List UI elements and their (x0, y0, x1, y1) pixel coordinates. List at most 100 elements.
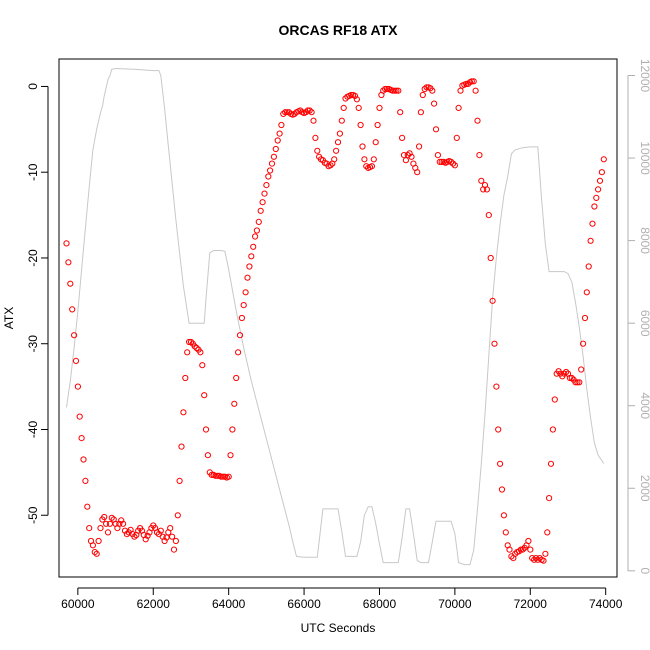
data-point (515, 548, 523, 555)
x-axis-title: UTC Seconds (301, 621, 376, 635)
data-point (359, 143, 366, 150)
data-point (63, 240, 70, 247)
data-point (395, 87, 402, 94)
data-point (103, 520, 110, 527)
data-point (531, 556, 538, 563)
data-point (370, 156, 377, 163)
data-point (214, 472, 221, 479)
data-point (86, 525, 93, 532)
data-point (242, 289, 249, 296)
data-point (257, 207, 264, 214)
data-point (72, 357, 80, 364)
data-point (561, 370, 568, 377)
data-point (376, 104, 383, 112)
data-point (208, 471, 215, 478)
data-point (547, 460, 555, 467)
data-point (576, 379, 583, 386)
data-point (238, 314, 245, 322)
x-tick-label: 72000 (514, 597, 548, 611)
data-point (308, 109, 315, 116)
data-point (340, 104, 347, 112)
data-point (600, 156, 607, 163)
data-point (393, 87, 400, 94)
data-point (167, 525, 174, 532)
data-point (585, 263, 592, 270)
data-point (187, 338, 195, 346)
data-point (542, 550, 549, 557)
data-point (91, 549, 98, 556)
data-point (144, 532, 151, 539)
data-point (448, 158, 455, 165)
data-point (67, 280, 74, 287)
data-point (101, 513, 108, 521)
data-point (453, 134, 460, 141)
data-point (468, 78, 475, 85)
data-point (470, 78, 477, 85)
data-point (432, 126, 440, 133)
data-point (197, 349, 204, 356)
data-point (252, 233, 259, 240)
x-tick-label: 64000 (212, 597, 246, 611)
plot-frame (58, 58, 618, 578)
data-point (551, 396, 558, 403)
y-axis-label: ATX (2, 307, 16, 329)
data-point (527, 546, 534, 553)
data-point (580, 340, 587, 347)
y2-tick-label: 10000 (638, 141, 650, 175)
data-point (282, 109, 289, 116)
data-point (391, 87, 398, 94)
data-point (95, 537, 102, 545)
data-point (89, 542, 97, 549)
data-point (233, 374, 240, 382)
data-point (118, 517, 125, 524)
data-point (120, 520, 127, 527)
y-tick-label: -20 (26, 249, 40, 267)
data-point (457, 87, 464, 94)
data-point (397, 109, 404, 116)
data-point (408, 153, 415, 160)
data-point (596, 177, 604, 184)
data-point (572, 379, 579, 386)
data-point (76, 413, 83, 420)
data-point (429, 87, 436, 94)
y-tick-label: -30 (26, 335, 40, 353)
data-point (353, 96, 360, 103)
data-point (157, 527, 164, 534)
data-point (498, 486, 506, 493)
data-point (161, 537, 168, 545)
data-point (372, 139, 379, 146)
data-point (474, 117, 481, 124)
y2-tick-label: 8000 (638, 227, 650, 254)
data-point (202, 426, 210, 433)
data-point (546, 495, 553, 502)
y-tick-label: 0 (26, 83, 40, 90)
data-point (578, 366, 585, 373)
data-point (502, 529, 509, 536)
data-point (478, 177, 485, 184)
data-point (259, 199, 266, 206)
data-point (500, 512, 507, 519)
data-point (382, 85, 389, 93)
data-point (568, 374, 575, 382)
data-point (172, 537, 179, 545)
y2-tick-label: 0 (638, 567, 650, 574)
data-point (170, 546, 178, 553)
data-point (591, 203, 598, 210)
data-point (255, 218, 262, 225)
data-point (431, 100, 438, 107)
y-axis-title: ATX (2, 307, 16, 329)
data-point (357, 121, 364, 129)
data-point (485, 212, 492, 219)
data-point (331, 156, 338, 163)
data-point (449, 160, 457, 167)
data-point (380, 87, 387, 94)
data-point (581, 314, 589, 322)
data-point (563, 368, 570, 376)
chart-title: ORCAS RF18 ATX (278, 22, 398, 38)
data-point (383, 85, 391, 93)
data-point (544, 529, 551, 536)
data-point (312, 134, 319, 141)
data-point (351, 92, 359, 100)
data-point (519, 546, 526, 553)
secondary-series (66, 67, 605, 566)
